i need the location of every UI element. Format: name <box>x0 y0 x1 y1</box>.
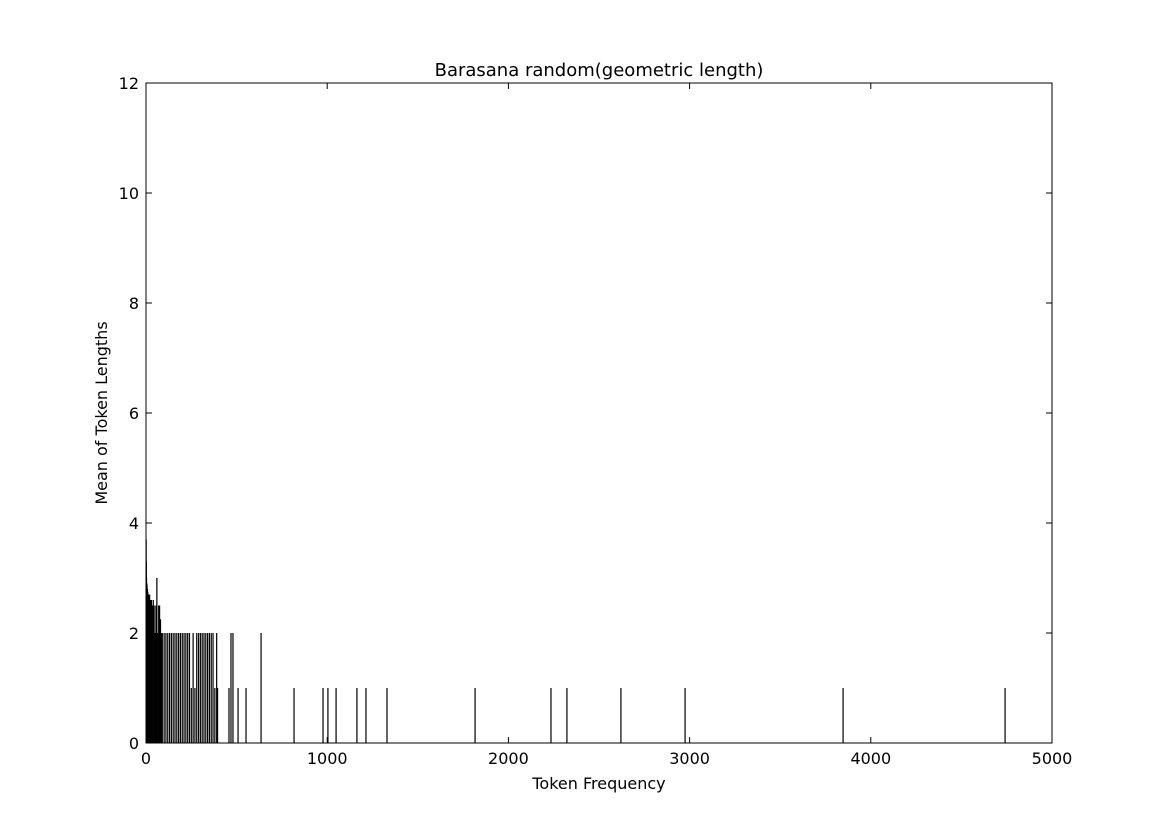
bar <box>155 605 157 743</box>
bar <box>156 578 158 743</box>
bar <box>201 633 203 743</box>
bar <box>210 633 212 743</box>
x-tick-label: 1000 <box>307 749 348 768</box>
bar <box>335 688 337 743</box>
bar <box>214 688 216 743</box>
bar <box>152 600 154 743</box>
bar <box>158 605 160 743</box>
bar <box>842 688 844 743</box>
bar <box>327 688 329 743</box>
x-axis-label: Token Frequency <box>531 774 665 793</box>
y-axis-label: Mean of Token Lengths <box>92 321 111 504</box>
y-tick-label: 12 <box>119 74 139 93</box>
bar <box>365 688 367 743</box>
bar <box>165 633 167 743</box>
bar <box>158 605 161 743</box>
bar <box>684 688 686 743</box>
bar <box>205 633 207 743</box>
chart-title: Barasana random(geometric length) <box>435 60 764 81</box>
bar <box>150 600 153 743</box>
bar <box>174 633 176 743</box>
bar <box>159 619 162 743</box>
bar <box>149 594 151 743</box>
bar <box>237 688 239 743</box>
bar <box>190 688 192 743</box>
bar <box>386 688 388 743</box>
bar <box>228 688 230 743</box>
bar <box>183 633 185 743</box>
bar <box>199 633 201 743</box>
bar <box>474 688 476 743</box>
bar <box>178 633 180 743</box>
bar <box>356 688 358 743</box>
bar <box>153 605 155 743</box>
bar <box>151 605 153 743</box>
y-tick-label: 10 <box>119 184 139 203</box>
bar <box>620 688 622 743</box>
bar <box>188 633 191 743</box>
bar <box>550 688 552 743</box>
bar <box>322 688 324 743</box>
bar <box>185 633 187 743</box>
bar <box>160 633 163 743</box>
bar <box>157 633 159 743</box>
bar <box>163 633 165 743</box>
bar <box>245 688 247 743</box>
bar <box>168 633 171 743</box>
x-tick-label: 5000 <box>1032 749 1073 768</box>
y-tick-label: 8 <box>129 294 139 313</box>
bar <box>293 688 295 743</box>
y-tick-label: 4 <box>129 514 139 533</box>
bar <box>194 688 196 743</box>
bar <box>154 633 156 743</box>
bar <box>192 633 194 743</box>
bar <box>181 633 183 743</box>
bar <box>212 633 214 743</box>
bar <box>260 633 262 743</box>
bar <box>179 633 182 743</box>
bar <box>207 633 209 743</box>
bar <box>216 633 218 743</box>
x-tick-label: 3000 <box>669 749 710 768</box>
bar <box>176 633 178 743</box>
bar <box>170 633 172 743</box>
bar <box>208 633 211 743</box>
bar <box>216 688 219 743</box>
bar <box>203 633 205 743</box>
bar <box>1004 688 1006 743</box>
bar <box>566 688 568 743</box>
x-tick-label: 4000 <box>850 749 891 768</box>
bar <box>232 633 234 743</box>
bar <box>167 633 169 743</box>
x-tick-label: 2000 <box>488 749 529 768</box>
bar <box>196 633 198 743</box>
y-tick-label: 2 <box>129 624 139 643</box>
y-tick-label: 6 <box>129 404 139 423</box>
bar <box>172 633 174 743</box>
x-tick-label: 0 <box>141 749 151 768</box>
bar <box>197 633 200 743</box>
y-tick-label: 0 <box>129 734 139 753</box>
bar <box>161 633 163 743</box>
bar <box>187 633 189 743</box>
bar <box>230 633 232 743</box>
